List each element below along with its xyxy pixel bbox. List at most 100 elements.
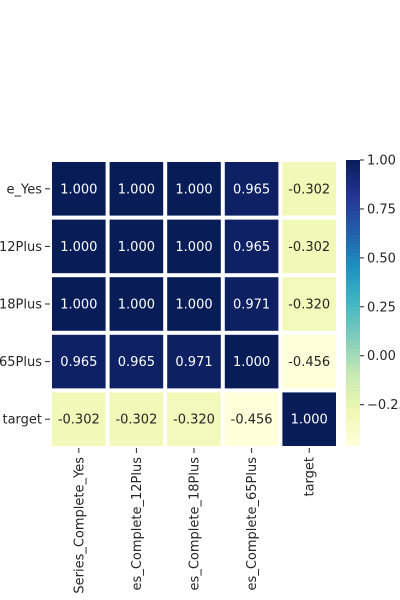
colorbar-segment: [346, 340, 360, 344]
colorbar-segment: [346, 274, 360, 278]
colorbar-segment: [346, 184, 360, 188]
colorbar-segment: [346, 241, 360, 245]
cell-value-label: 1.000: [60, 182, 97, 197]
heatmap-cell: [224, 277, 279, 331]
heatmap-cell: [224, 392, 279, 446]
colorbar-segment: [346, 280, 360, 284]
cell-value-label: 0.965: [118, 355, 155, 370]
colorbar-tick-label: 0.25: [367, 300, 396, 315]
colorbar-segment: [346, 322, 360, 326]
colorbar-segment: [346, 175, 360, 179]
colorbar-segment: [346, 298, 360, 302]
colorbar-segment: [346, 415, 360, 419]
cell-value-label: 1.000: [175, 298, 212, 313]
x-tick-label: Series_Complete_Yes: [72, 457, 87, 594]
colorbar-segment: [346, 229, 360, 233]
cell-value-label: 0.965: [233, 182, 270, 197]
colorbar-segment: [346, 436, 360, 440]
colorbar-segment: [346, 343, 360, 347]
cell-value-label: 1.000: [118, 298, 155, 313]
colorbar-segment: [346, 421, 360, 425]
colorbar-segment: [346, 376, 360, 380]
colorbar-segment: [346, 304, 360, 308]
colorbar-segment: [346, 277, 360, 281]
cell-value-label: 1.000: [175, 182, 212, 197]
colorbar-segment: [346, 424, 360, 428]
colorbar-segment: [346, 346, 360, 350]
heatmap-cells: 1.000 1.000 1.000 0.965 -0.302 1.000 1.000 1.00…: [52, 162, 336, 446]
colorbar-tick-label: 0.00: [367, 349, 396, 364]
colorbar-segment: [346, 400, 360, 404]
colorbar-segment: [346, 301, 360, 305]
colorbar-tick-label: −0.25: [367, 398, 400, 413]
colorbar-segment: [346, 250, 360, 254]
heatmap-cell: [282, 392, 336, 446]
colorbar-segment: [346, 361, 360, 365]
colorbar-segment: [346, 160, 360, 164]
colorbar-segment: [346, 163, 360, 167]
colorbar-segment: [346, 220, 360, 224]
x-tick-label: target: [303, 457, 318, 497]
heatmap-cell: [52, 277, 106, 331]
y-tick-label: e_Yes: [7, 182, 43, 197]
heatmap-cell: [224, 219, 279, 274]
cell-value-label: -0.456: [288, 355, 330, 370]
colorbar-segment: [346, 253, 360, 257]
colorbar: 1.00 0.75 0.50 0.25 0.00 −0.25: [346, 154, 400, 446]
colorbar-segment: [346, 427, 360, 431]
cell-value-label: 0.971: [233, 298, 270, 313]
colorbar-segment: [346, 379, 360, 383]
heatmap-cell: [282, 334, 336, 389]
colorbar-segment: [346, 169, 360, 173]
y-tick-label: target: [2, 413, 42, 428]
colorbar-segment: [346, 211, 360, 215]
cell-value-label: 0.965: [233, 240, 270, 255]
colorbar-segment: [346, 166, 360, 170]
heatmap-cell: [109, 219, 164, 274]
colorbar-segment: [346, 352, 360, 356]
cell-value-label: -0.320: [173, 413, 215, 428]
colorbar-segment: [346, 244, 360, 248]
heatmap-cell: [52, 392, 106, 446]
colorbar-segment: [346, 364, 360, 368]
colorbar-segment: [346, 319, 360, 323]
colorbar-segment: [346, 247, 360, 251]
colorbar-segment: [346, 355, 360, 359]
colorbar-segment: [346, 265, 360, 269]
colorbar-segment: [346, 313, 360, 317]
colorbar-segment: [346, 256, 360, 260]
heatmap-cell: [109, 162, 164, 216]
cell-value-label: 1.000: [291, 413, 328, 428]
colorbar-segment: [346, 325, 360, 329]
colorbar-segment: [346, 223, 360, 227]
colorbar-segment: [346, 196, 360, 200]
colorbar-segment: [346, 334, 360, 338]
heatmap-cell: [52, 334, 106, 389]
colorbar-segment: [346, 208, 360, 212]
colorbar-segment: [346, 439, 360, 443]
heatmap-cell: [167, 334, 221, 389]
colorbar-segment: [346, 412, 360, 416]
colorbar-segment: [346, 316, 360, 320]
heatmap-cell: [109, 277, 164, 331]
colorbar-segment: [346, 199, 360, 203]
colorbar-tick-label: 0.50: [367, 251, 396, 266]
colorbar-segment: [346, 310, 360, 314]
heatmap-cell: [109, 334, 164, 389]
y-tick-label: 12Plus: [0, 240, 42, 255]
heatmap-cell: [52, 219, 106, 274]
y-axis-ticks: e_Yes 12Plus 18Plus 65Plus target: [0, 182, 50, 428]
cell-value-label: 1.000: [60, 298, 97, 313]
colorbar-segment: [346, 307, 360, 311]
colorbar-segment: [346, 373, 360, 377]
colorbar-segment: [346, 418, 360, 422]
colorbar-segment: [346, 295, 360, 299]
cell-value-label: -0.302: [288, 240, 330, 255]
heatmap-cell: [282, 162, 336, 216]
colorbar-segment: [346, 385, 360, 389]
colorbar-segment: [346, 442, 360, 446]
colorbar-tick-label: 0.75: [367, 202, 396, 217]
cell-value-label: 1.000: [233, 355, 270, 370]
colorbar-segment: [346, 283, 360, 287]
cell-value-label: -0.320: [288, 298, 330, 313]
